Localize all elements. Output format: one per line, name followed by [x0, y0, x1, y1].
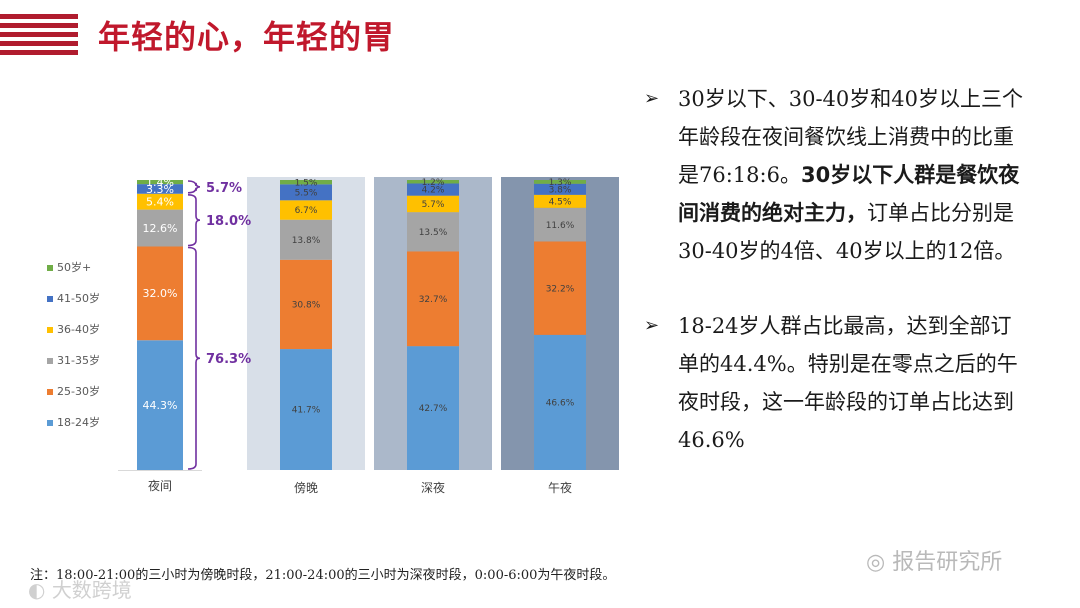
legend-label: 31-35岁 [57, 353, 100, 367]
bar-segment [137, 246, 183, 341]
data-label: 12.6% [143, 222, 178, 235]
bullet-text-bold: 30岁以下人群是餐饮夜间消费的绝对主力， [678, 163, 1020, 225]
data-label: 1.2% [422, 178, 445, 188]
bar-segment [534, 183, 586, 195]
bar-segment [534, 241, 586, 335]
footnote: 注：18:00-21:00的三小时为傍晚时段，21:00-24:00的三小时为深… [30, 568, 616, 583]
bar-segment [280, 259, 332, 350]
legend-swatch [47, 389, 53, 395]
data-label: 1.5% [295, 178, 318, 188]
x-tick-label: 深夜 [421, 480, 445, 495]
x-tick-label: 夜间 [148, 478, 172, 493]
bar-segment [407, 251, 459, 347]
legend-swatch [47, 420, 53, 426]
bracket-label: 76.3% [206, 352, 251, 367]
bracket [187, 193, 201, 247]
bar-segment [407, 212, 459, 252]
bullet-text: 30岁以下、30-40岁和40岁以上三个年龄段在夜间餐饮线上消费中的比重是76:… [678, 87, 1023, 187]
data-label: 41.7% [292, 406, 321, 416]
arrow-bullet-icon: ➢ [644, 88, 660, 109]
page-title: 年轻的心，年轻的胃 [98, 18, 396, 56]
wechat-icon: ◎ [866, 550, 886, 575]
watermark-report: ◎ 报告研究所 [866, 550, 1003, 575]
bar-segment [407, 183, 459, 196]
data-label: 5.4% [146, 196, 174, 209]
bracket-label: 5.7% [206, 181, 242, 196]
data-label: 44.3% [143, 399, 178, 412]
data-label: 1.4% [146, 176, 174, 189]
data-label: 5.7% [422, 200, 445, 210]
bullet-item: ➢ 18-24岁人群占比最高，达到全部订单的44.4%。特别是在零点之后的午夜时… [644, 307, 1024, 459]
data-label: 3.8% [549, 185, 572, 195]
x-tick-label: 午夜 [548, 480, 572, 495]
logo-icon: ◐ [28, 578, 46, 602]
legend-swatch [47, 358, 53, 364]
bracket [187, 246, 201, 470]
bar-segment [137, 209, 183, 247]
bar-segment [407, 195, 459, 213]
bracket [187, 180, 201, 194]
bar-segment [137, 340, 183, 470]
legend-label: 18-24岁 [57, 415, 100, 429]
legend-label: 50岁+ [57, 260, 91, 274]
data-label: 11.6% [546, 221, 575, 231]
data-label: 4.5% [549, 197, 572, 207]
legend-swatch [47, 296, 53, 302]
data-label: 13.5% [419, 228, 448, 238]
data-label: 30.8% [292, 301, 321, 311]
x-tick-label: 傍晚 [294, 480, 318, 495]
data-label: 32.2% [546, 284, 575, 294]
bullet-item: ➢ 30岁以下、30-40岁和40岁以上三个年龄段在夜间餐饮线上消费中的比重是7… [644, 80, 1024, 270]
data-label: 42.7% [419, 404, 448, 414]
data-label: 5.5% [295, 188, 318, 198]
bar-segment [137, 180, 183, 185]
bullet-text: 18-24岁人群占比最高，达到全部订单的44.4%。特别是在零点之后的午夜时段，… [678, 314, 1018, 452]
data-label: 13.8% [292, 236, 321, 246]
bar-segment [137, 184, 183, 194]
bar-segment [407, 180, 459, 184]
bracket-label: 18.0% [206, 214, 251, 229]
bullet-text: 订单占比分别是30-40岁的4倍、40岁以上的12倍。 [678, 201, 1016, 263]
data-label: 32.0% [143, 287, 178, 300]
bar-segment [534, 334, 586, 470]
data-label: 46.6% [546, 399, 575, 409]
bar-segment [534, 180, 586, 184]
bar-segment [407, 346, 459, 470]
bar-segment [534, 194, 586, 208]
legend-swatch [47, 265, 53, 271]
bar-segment [280, 219, 332, 260]
data-label: 32.7% [419, 295, 448, 305]
header-stripes [0, 14, 78, 59]
data-label: 4.2% [422, 186, 445, 196]
bar-segment [280, 180, 332, 185]
data-label: 3.3% [146, 183, 174, 196]
legend-swatch [47, 327, 53, 333]
bar-segment [280, 349, 332, 470]
legend-label: 25-30岁 [57, 384, 100, 398]
bar-segment [280, 200, 332, 220]
watermark-brand: ◐ 大数跨境 [28, 578, 132, 602]
bar-segment [280, 184, 332, 201]
legend-label: 36-40岁 [57, 322, 100, 336]
age-distribution-chart: 44.3% 32.0% 12.6% 5.4%3.3%1.4% 夜间 41.7% 30.8% 1… [47, 176, 619, 495]
arrow-bullet-icon: ➢ [644, 315, 660, 336]
bar-segment [534, 207, 586, 242]
bullet-list: ➢ 30岁以下、30-40岁和40岁以上三个年龄段在夜间餐饮线上消费中的比重是7… [644, 80, 1024, 459]
data-label: 6.7% [295, 206, 318, 216]
bar-segment [137, 193, 183, 210]
legend-label: 41-50岁 [57, 291, 100, 305]
data-label: 1.3% [549, 178, 572, 188]
